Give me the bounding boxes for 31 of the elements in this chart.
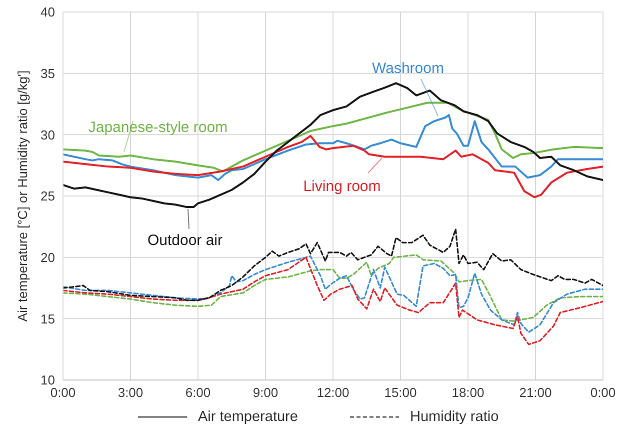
line-series bbox=[63, 255, 603, 333]
series-label: Japanese-style room bbox=[88, 118, 228, 136]
x-tick-label: 15:00 bbox=[384, 385, 417, 400]
line-series bbox=[63, 82, 603, 208]
x-tick-label: 18:00 bbox=[452, 385, 484, 400]
x-tick-label: 0:00 bbox=[50, 385, 76, 400]
legend-label: Outdoor air bbox=[147, 232, 223, 248]
x-tick-label: 21:00 bbox=[519, 385, 552, 400]
x-tick-label: 12:00 bbox=[316, 385, 350, 400]
text: Air temperature bbox=[198, 409, 298, 425]
x-tick-label: 0:00 bbox=[590, 385, 616, 400]
x-tick-label: 3:00 bbox=[118, 385, 144, 400]
line-series bbox=[63, 254, 603, 322]
line-series bbox=[63, 256, 603, 346]
y-tick-label: 30 bbox=[40, 127, 55, 142]
y-axis-title: Air temperature [°C] or Humidity ratio [g/kg'] bbox=[14, 70, 30, 322]
text: Washroom bbox=[372, 60, 444, 76]
y-tick-label: 35 bbox=[40, 66, 55, 81]
line-series bbox=[63, 102, 603, 172]
line-series bbox=[63, 134, 603, 198]
y-tick-label: 40 bbox=[40, 4, 55, 20]
text: Humidity ratio bbox=[410, 409, 499, 425]
line-series bbox=[63, 228, 603, 302]
legend-label: Living room bbox=[303, 178, 381, 194]
line-series bbox=[63, 114, 603, 182]
x-tick-label: 6:00 bbox=[185, 385, 211, 400]
y-tick-label: 10 bbox=[40, 372, 55, 388]
x-tick-label: 9:00 bbox=[252, 385, 278, 400]
y-tick-label: 15 bbox=[40, 311, 55, 326]
y-tick-label: 20 bbox=[40, 250, 55, 265]
y-tick-label: 25 bbox=[40, 188, 55, 204]
